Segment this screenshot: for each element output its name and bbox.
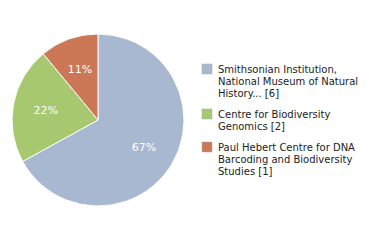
- pie-slice: [12, 54, 98, 162]
- legend-item: Smithsonian Institution,National Museum …: [202, 64, 358, 99]
- legend-item: Paul Hebert Centre for DNABarcoding and …: [202, 142, 355, 177]
- data-labels: 67% 22% 11%: [33, 63, 156, 153]
- data-label: 11%: [68, 63, 92, 76]
- legend: Smithsonian Institution,National Museum …: [202, 64, 358, 177]
- legend-label: Paul Hebert Centre for DNABarcoding and …: [218, 142, 355, 177]
- legend-label: Smithsonian Institution,National Museum …: [218, 64, 358, 99]
- legend-swatch: [202, 142, 212, 152]
- legend-swatch: [202, 64, 212, 74]
- data-label: 22%: [33, 104, 57, 117]
- pie: [12, 34, 184, 206]
- legend-swatch: [202, 109, 212, 119]
- legend-item: Centre for BiodiversityGenomics [2]: [202, 109, 331, 132]
- data-label: 67%: [132, 141, 156, 154]
- legend-label: Centre for BiodiversityGenomics [2]: [218, 109, 331, 132]
- chart: 67% 22% 11% Smithsonian Institution,Nationa…: [0, 0, 380, 240]
